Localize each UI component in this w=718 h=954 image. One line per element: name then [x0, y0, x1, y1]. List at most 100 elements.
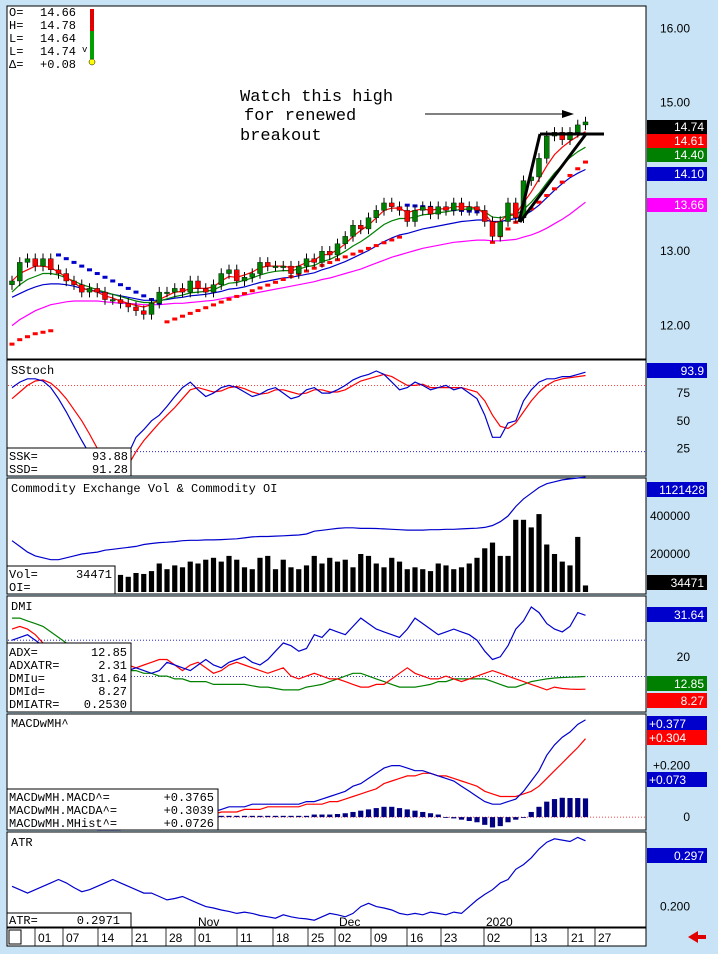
candle-body: [319, 251, 325, 263]
candle-body: [280, 265, 286, 268]
macd-hist-bar: [458, 817, 465, 820]
volume-bar: [373, 563, 379, 592]
psar-dot: [87, 268, 92, 272]
stoch-tick-label: 50: [677, 414, 691, 428]
psar-dot: [40, 330, 46, 334]
volume-bar: [195, 563, 201, 592]
macd-hist-bar: [489, 817, 496, 828]
volume-panel: 400000 200000 Commodity Exchange Vol & Co…: [6, 476, 707, 595]
candle-body: [272, 265, 279, 268]
volume-y-axis: 400000 200000: [650, 509, 690, 561]
x-day-label: 11: [240, 931, 253, 945]
volume-bar: [482, 548, 488, 592]
atr-panel: 0.200 ATR ATR= 0.2971 0.297: [6, 831, 707, 928]
volume-bar: [265, 555, 271, 592]
macd-hist-bar: [327, 814, 333, 818]
volume-bar: [551, 554, 558, 592]
candle-body: [195, 280, 201, 289]
candle-body: [24, 258, 31, 263]
macd-hist-bar: [303, 815, 310, 818]
volume-bar: [505, 555, 511, 592]
candle-body: [443, 206, 449, 211]
candle-body: [55, 269, 62, 274]
volume-bar: [249, 569, 255, 592]
atr-line: [11, 836, 586, 921]
candle-body: [117, 299, 124, 304]
ssk-label: SSK=: [9, 450, 38, 464]
ohlc-low-value: 14.64: [40, 32, 76, 46]
volume-bar: [164, 569, 170, 592]
psar-dot: [180, 314, 185, 318]
x-day-label: 28: [169, 931, 183, 945]
x-day-label: 02: [338, 931, 352, 945]
candle-body: [164, 291, 170, 294]
volume-readout-box: [6, 565, 116, 595]
candle-body: [249, 273, 255, 278]
candle-body: [505, 202, 511, 222]
macd-badge: [647, 716, 707, 731]
macd-hist-bar: [373, 808, 379, 818]
volume-bar: [334, 561, 341, 592]
psar-dot: [552, 187, 557, 191]
macd-hist-bar: [575, 798, 581, 818]
macd-hist-bar: [520, 817, 527, 818]
ohlc-change-value: +0.08: [40, 58, 76, 72]
volume-bar: [288, 567, 294, 592]
pennant-lower-line: [518, 133, 588, 223]
volume-bar: [559, 561, 565, 592]
x-day-label: 09: [374, 931, 388, 945]
volume-bar: [358, 554, 364, 592]
macda-badge-text: +0.304: [649, 731, 686, 745]
psar-dot: [71, 260, 77, 264]
macd-hist-bar: [582, 798, 589, 818]
price-badge-text: 14.40: [674, 148, 704, 162]
annotation: Watch this high for renewed breakout: [240, 88, 574, 146]
annotation-line-1: Watch this high: [240, 88, 393, 107]
macd-hist-bar: [544, 801, 550, 818]
candle-body: [311, 258, 317, 263]
macd-hist-bar: [474, 817, 480, 823]
volume-bar: [210, 557, 217, 592]
psar-dot: [9, 342, 15, 346]
price-tick-label: 12.00: [660, 319, 690, 333]
candle-body: [210, 284, 217, 293]
volume-bar: [427, 571, 434, 592]
oi-badge: [647, 482, 707, 497]
candle-body: [567, 132, 573, 140]
volume-bar: [435, 563, 441, 592]
volume-bar: [311, 555, 317, 592]
candle-body: [412, 210, 418, 222]
volume-bar: [241, 567, 248, 592]
dmiu-value: 31.64: [91, 672, 127, 686]
volume-bar: [389, 557, 395, 592]
macd-hist-bar: [218, 815, 224, 818]
volume-bar: [365, 555, 372, 592]
x-axis-scroll-box[interactable]: [8, 929, 22, 945]
psar-dot: [63, 257, 69, 261]
psar-dot: [172, 317, 178, 321]
x-day-label: 01: [198, 931, 212, 945]
price-badge-text: 14.10: [674, 167, 704, 181]
volume-bar: [218, 561, 224, 592]
macd-hist-bar: [443, 817, 449, 818]
dmiatr-label: DMIATR=: [9, 698, 59, 712]
ohlc-range-bar-red: [90, 9, 94, 31]
ohlc-last-value: 14.74: [40, 45, 76, 59]
macda-value: +0.3039: [164, 804, 214, 818]
oi-badge-text: 1121428: [659, 483, 705, 497]
volume-title: Commodity Exchange Vol & Commodity OI: [11, 482, 277, 496]
ohlc-low-label: L=: [9, 32, 23, 46]
psar-dot: [265, 283, 271, 287]
candle-body: [327, 251, 333, 256]
macd-hist-bar: [482, 817, 488, 825]
macd-hist-bar: [350, 811, 356, 818]
mhist-label: MACDwMH.MHist^=: [9, 817, 117, 831]
dmid-value: 8.27: [98, 685, 127, 699]
scroll-left-arrow-icon[interactable]: [688, 931, 706, 943]
psar-dot: [203, 306, 209, 310]
psar-dot: [125, 286, 131, 290]
volume-bar: [451, 569, 457, 592]
macd-hist-bar: [365, 809, 372, 818]
adx-label: ADX=: [9, 646, 38, 660]
